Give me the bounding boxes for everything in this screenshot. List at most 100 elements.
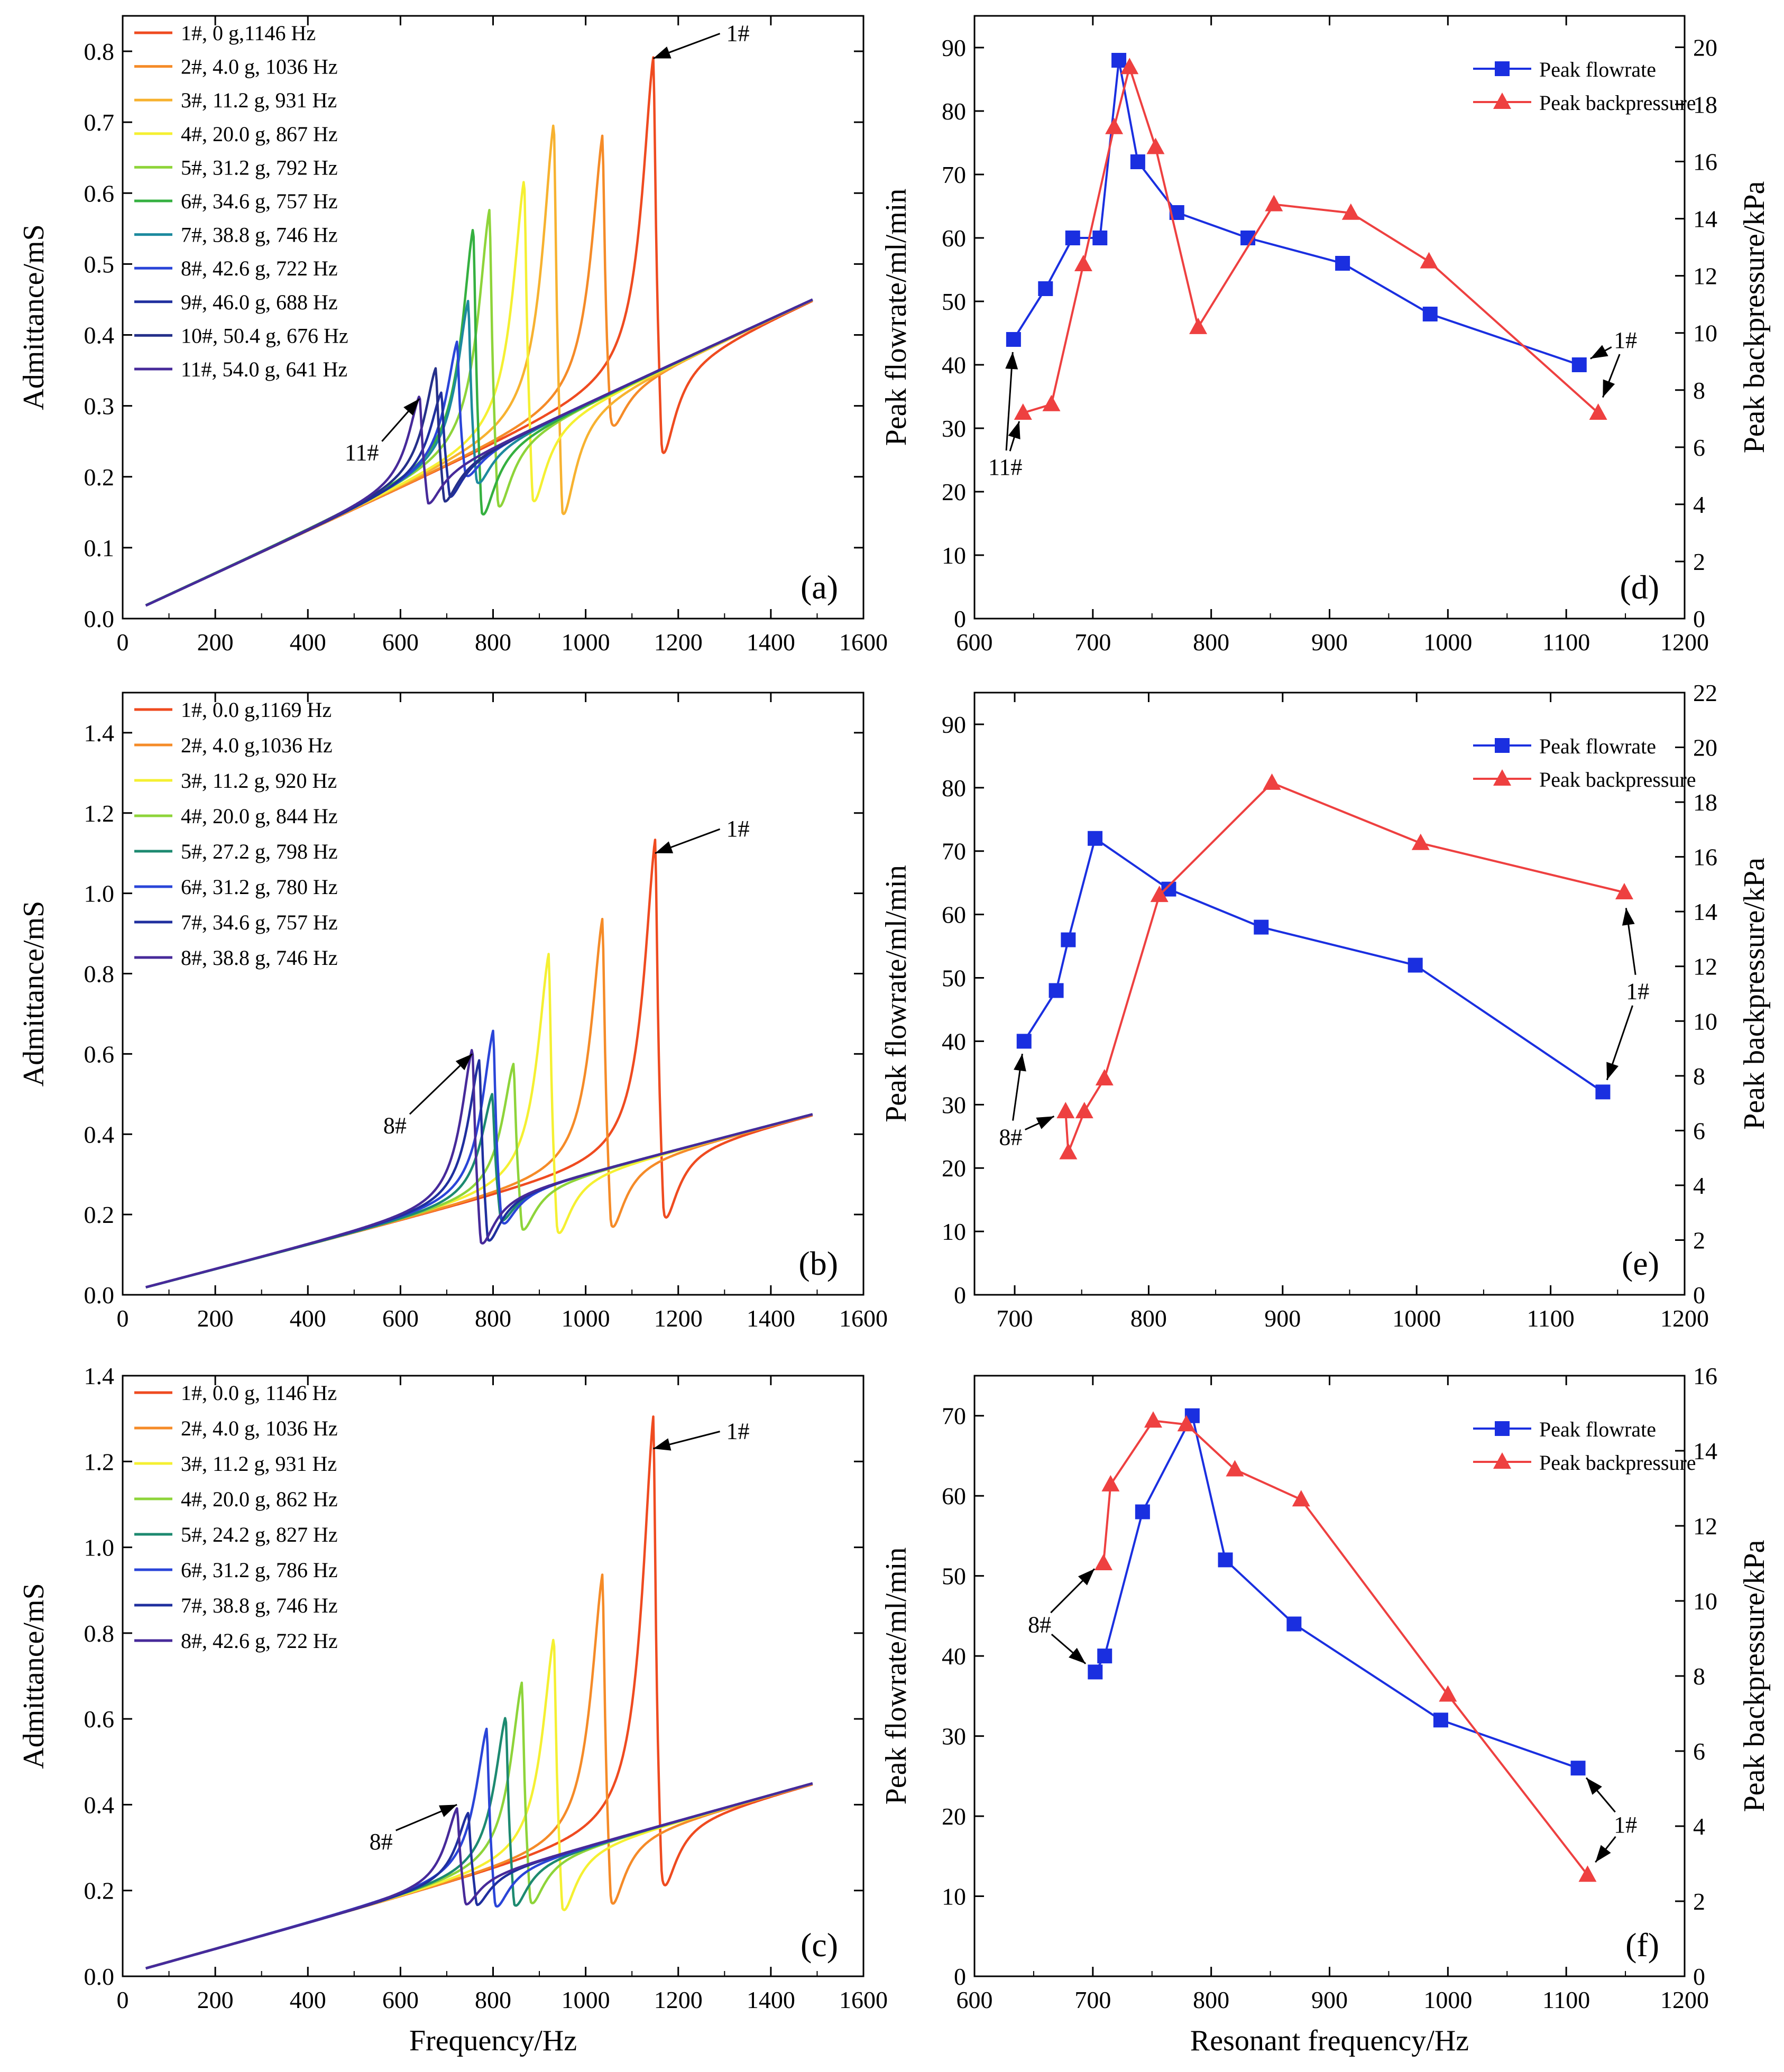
y-tick-label: 0 [954, 1963, 966, 1990]
x-tick-label: 1600 [839, 1986, 888, 2013]
legend-entry: 3#, 11.2 g, 920 Hz [181, 769, 337, 793]
x-tick-label: 1000 [1392, 1305, 1441, 1332]
legend-entry: 7#, 38.8 g, 746 Hz [181, 1594, 338, 1617]
annotation-arrowhead [1606, 1062, 1619, 1080]
y-axis-label: Admittance/mS [17, 901, 50, 1087]
y-axis-label: Peak flowrate/ml/min [880, 189, 913, 446]
series-line-4 [145, 1681, 813, 1969]
data-point-backpressure [1144, 1411, 1162, 1428]
legend-entry: 2#, 4.0 g, 1036 Hz [181, 55, 338, 79]
x-tick-label: 1100 [1526, 1305, 1574, 1332]
y-right-tick-label: 12 [1693, 263, 1717, 290]
y-tick-label: 0.8 [84, 961, 115, 988]
x-tick-label: 1200 [654, 629, 703, 656]
annotation-label: 1# [727, 1418, 750, 1444]
x-tick-label: 0 [117, 629, 129, 656]
y-tick-label: 1.0 [84, 880, 115, 907]
x-tick-label: 700 [1074, 629, 1111, 656]
data-point-backpressure [1292, 1490, 1310, 1507]
x-tick-label: 800 [475, 1305, 511, 1332]
y-right-tick-label: 6 [1693, 1738, 1705, 1765]
legend-entry: 4#, 20.0 g, 867 Hz [181, 122, 338, 146]
x-tick-label: 800 [475, 629, 511, 656]
y-tick-label: 0.8 [84, 1620, 115, 1647]
y-tick-label: 60 [942, 901, 966, 928]
y-tick-label: 0.6 [84, 1706, 115, 1733]
y-tick-label: 0.3 [84, 393, 115, 420]
y-axis-label: Peak flowrate/ml/min [880, 865, 913, 1122]
data-point-backpressure [1226, 1460, 1244, 1477]
x-tick-label: 1200 [1660, 629, 1709, 656]
y-tick-label: 60 [942, 225, 966, 252]
chart-c: 0 200 400 600 800 1000 1200 1400 1600 0.0 0.2 0.4 0.… [17, 1362, 888, 2057]
data-point-flowrate [1254, 919, 1269, 935]
series-line-3 [145, 1638, 813, 1969]
x-tick-label: 1000 [562, 629, 610, 656]
data-point-backpressure [1146, 137, 1165, 154]
x-tick-label: 0 [117, 1986, 129, 2013]
data-point-backpressure [1263, 773, 1281, 790]
y-tick-label: 0 [954, 1282, 966, 1309]
y-axis-right-label: Peak backpressure/kPa [1738, 181, 1771, 453]
y-right-tick-label: 18 [1693, 91, 1717, 118]
y-tick-label: 0.1 [84, 535, 115, 561]
annotation-arrowhead [1005, 352, 1018, 370]
x-tick-label: 1600 [839, 1305, 888, 1332]
legend-entry: 1#, 0.0 g, 1146 Hz [181, 1381, 337, 1405]
x-tick-label: 400 [290, 1986, 326, 2013]
data-point-flowrate [1088, 1664, 1103, 1680]
y-tick-label: 0.4 [84, 1791, 115, 1818]
data-point-flowrate [1408, 957, 1423, 973]
legend-entry: Peak flowrate [1539, 734, 1656, 758]
data-point-flowrate [1135, 1504, 1150, 1520]
y-right-tick-label: 0 [1693, 1282, 1705, 1309]
legend-entry: 7#, 34.6 g, 757 Hz [181, 910, 338, 934]
annotation-arrowhead [455, 1054, 473, 1071]
data-point-backpressure [1265, 195, 1283, 211]
y-tick-label: 70 [942, 838, 966, 865]
series-line-11 [145, 298, 813, 607]
panel-label: (f) [1625, 1926, 1659, 1964]
x-tick-label: 900 [1311, 1986, 1348, 2013]
x-tick-label: 1200 [1660, 1986, 1709, 2013]
y-tick-label: 10 [942, 1218, 966, 1245]
data-point-flowrate [1097, 1649, 1112, 1664]
y-tick-label: 80 [942, 775, 966, 802]
data-point-flowrate [1335, 256, 1350, 271]
y-tick-label: 50 [942, 1563, 966, 1590]
x-tick-label: 700 [1074, 1986, 1111, 2013]
y-axis-right-label: Peak backpressure/kPa [1738, 858, 1771, 1130]
x-tick-label: 900 [1311, 629, 1348, 656]
legend-entry: 1#, 0 g,1146 Hz [181, 21, 316, 45]
y-tick-label: 70 [942, 1403, 966, 1430]
x-tick-label: 200 [197, 1305, 234, 1332]
y-right-tick-label: 18 [1693, 789, 1717, 816]
chart-d: 600 700 800 900 1000 1100 12000102030405060708… [880, 15, 1771, 656]
x-tick-label: 600 [382, 1305, 419, 1332]
data-point-backpressure [1177, 1415, 1196, 1432]
annotation-arrowhead [655, 841, 674, 853]
y-tick-label: 10 [942, 1883, 966, 1910]
y-axis-label: Admittance/mS [17, 224, 50, 410]
data-point-flowrate [1433, 1712, 1448, 1728]
data-point-backpressure [1095, 1069, 1114, 1085]
x-tick-label: 900 [1264, 1305, 1301, 1332]
data-point-backpressure [1094, 1554, 1112, 1570]
y-tick-label: 1.4 [84, 720, 115, 747]
x-tick-label: 1200 [1660, 1305, 1709, 1332]
annotation-label: 8# [999, 1124, 1022, 1150]
legend-entry: 9#, 46.0 g, 688 Hz [181, 290, 338, 314]
y-right-tick-label: 12 [1693, 1513, 1717, 1540]
y-right-tick-label: 20 [1693, 34, 1717, 61]
x-tick-label: 800 [1193, 1986, 1229, 2013]
legend-entry: 6#, 31.2 g, 780 Hz [181, 875, 338, 899]
y-right-tick-label: 12 [1693, 953, 1717, 980]
data-point-flowrate [1571, 357, 1587, 372]
y-tick-label: 1.0 [84, 1534, 115, 1561]
x-axis-label: Resonant frequency/Hz [1190, 2024, 1469, 2057]
legend-entry: 11#, 54.0 g, 641 Hz [181, 357, 347, 381]
y-tick-label: 0.7 [84, 109, 115, 136]
y-tick-label: 0.0 [84, 1282, 115, 1309]
data-point-flowrate [1088, 831, 1103, 846]
y-right-tick-label: 4 [1693, 1813, 1705, 1840]
